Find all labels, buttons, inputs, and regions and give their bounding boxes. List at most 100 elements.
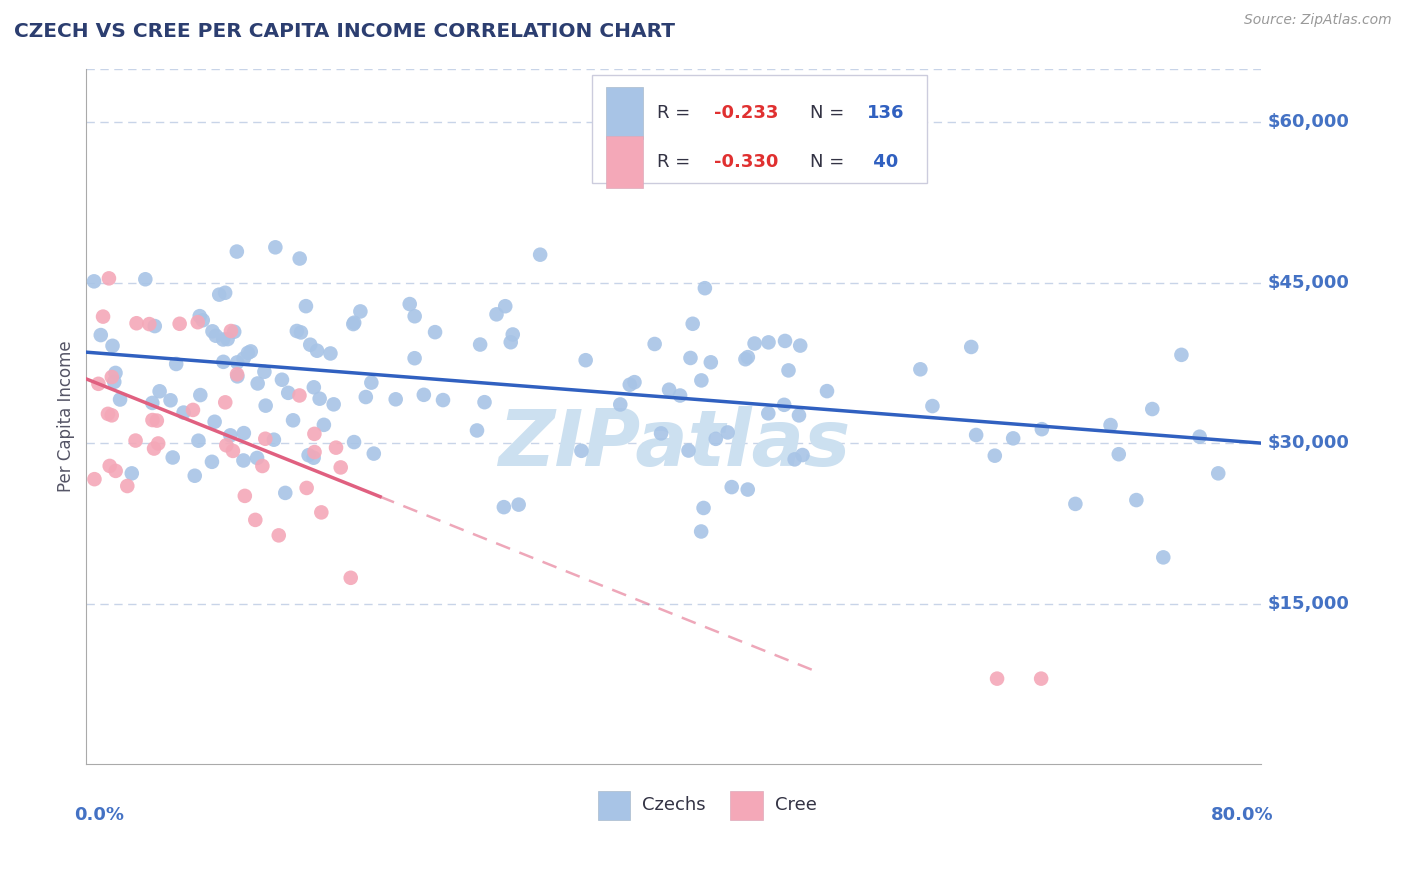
Point <box>682 317 704 331</box>
Point <box>1125 493 1147 508</box>
Point <box>571 443 593 458</box>
Point <box>783 452 806 467</box>
Point <box>756 406 779 420</box>
Text: -0.233: -0.233 <box>714 104 779 122</box>
Text: 136: 136 <box>866 104 904 122</box>
Point <box>363 447 385 461</box>
Point <box>312 417 335 432</box>
Point <box>910 362 932 376</box>
Point <box>1188 430 1211 444</box>
Point <box>225 244 247 259</box>
Point <box>474 395 496 409</box>
Point <box>219 428 242 442</box>
Point <box>339 571 361 585</box>
Point <box>201 324 224 338</box>
Point <box>502 327 524 342</box>
Text: -0.330: -0.330 <box>714 153 779 171</box>
Point <box>252 458 274 473</box>
Text: Source: ZipAtlas.com: Source: ZipAtlas.com <box>1244 13 1392 28</box>
Point <box>960 340 983 354</box>
Point <box>644 337 666 351</box>
Y-axis label: Per Capita Income: Per Capita Income <box>58 341 75 492</box>
Point <box>921 399 943 413</box>
Point <box>1031 422 1053 436</box>
Point <box>149 384 172 399</box>
Point <box>232 351 254 366</box>
Point <box>319 346 342 360</box>
Text: N =: N = <box>810 104 851 122</box>
Point <box>232 426 254 441</box>
Text: $45,000: $45,000 <box>1267 274 1350 292</box>
Point <box>285 324 308 338</box>
Point <box>423 325 446 339</box>
Point <box>432 393 454 408</box>
Point <box>226 368 249 382</box>
Text: $15,000: $15,000 <box>1267 595 1350 613</box>
Point <box>398 297 420 311</box>
Point <box>271 373 294 387</box>
Point <box>222 444 245 458</box>
Point <box>141 396 163 410</box>
Point <box>792 448 814 462</box>
Point <box>737 483 759 497</box>
Point <box>704 432 727 446</box>
Point <box>679 351 702 365</box>
Point <box>1152 550 1174 565</box>
Point <box>246 450 269 465</box>
Text: R =: R = <box>658 153 696 171</box>
Point <box>288 388 311 402</box>
Point <box>295 299 318 313</box>
Bar <box>606 87 644 139</box>
Point <box>384 392 406 407</box>
Point <box>299 337 322 351</box>
Point <box>101 370 124 384</box>
Point <box>141 413 163 427</box>
Text: 0.0%: 0.0% <box>75 806 125 824</box>
Point <box>343 435 366 450</box>
Point <box>609 397 631 411</box>
Point <box>226 369 249 384</box>
Point <box>404 351 426 366</box>
Point <box>758 335 780 350</box>
Point <box>204 328 226 343</box>
Point <box>188 309 211 323</box>
Point <box>187 434 209 448</box>
Point <box>302 380 325 394</box>
Point <box>773 398 796 412</box>
Point <box>290 326 312 340</box>
Point <box>773 334 796 348</box>
Point <box>148 436 170 450</box>
Point <box>246 376 269 391</box>
Point <box>108 392 131 407</box>
Point <box>87 376 110 391</box>
Point <box>778 363 800 377</box>
Point <box>700 355 723 369</box>
Point <box>305 343 328 358</box>
Point <box>103 375 125 389</box>
Point <box>669 388 692 402</box>
Point <box>692 500 714 515</box>
Point <box>465 424 488 438</box>
Text: Czechs: Czechs <box>643 797 706 814</box>
Point <box>264 240 287 254</box>
Point <box>98 458 121 473</box>
Point <box>744 336 766 351</box>
Point <box>623 375 645 389</box>
Point <box>734 352 756 367</box>
Point <box>104 366 127 380</box>
Point <box>274 486 297 500</box>
Point <box>125 316 148 330</box>
Point <box>737 350 759 364</box>
Point <box>181 403 204 417</box>
Point <box>322 397 344 411</box>
FancyBboxPatch shape <box>592 76 927 184</box>
Point <box>91 310 114 324</box>
Point <box>360 376 382 390</box>
Point <box>304 426 326 441</box>
Point <box>499 335 522 350</box>
Point <box>208 287 231 301</box>
Point <box>343 316 366 330</box>
Point <box>232 453 254 467</box>
Point <box>204 415 226 429</box>
Point <box>302 450 325 465</box>
